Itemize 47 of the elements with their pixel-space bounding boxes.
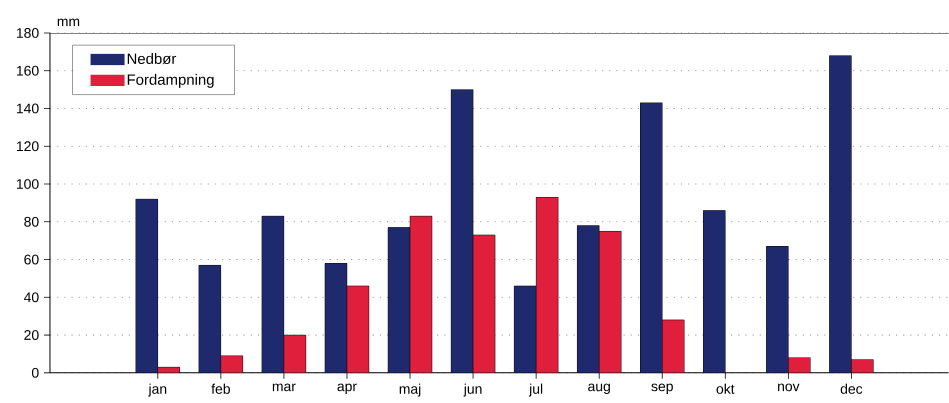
y-tick-label: 160 [16,66,39,76]
y-axis-title: mm [58,18,80,26]
bar [703,210,726,373]
y-tick-label: 60 [24,254,39,265]
bar [284,334,306,373]
y-tick-label: 80 [24,216,39,227]
bar [220,356,244,373]
bar [410,216,432,373]
y-tick-label: 180 [16,28,39,38]
bar [450,89,474,373]
x-tick-label: mar [272,384,296,392]
x-tick-label: jan [148,384,166,397]
bar [198,265,222,373]
x-tick-label: sep [651,384,673,394]
bar [829,55,852,373]
y-tick-label: 120 [16,141,39,152]
y-tick-label: 100 [16,179,39,190]
x-tick-label: okt [716,384,734,394]
x-tick-label: nov [778,384,800,392]
legend-label: Fordampning [128,74,214,88]
bar [514,286,536,373]
y-tick-label: 40 [24,292,39,302]
x-tick-label: apr [337,384,357,394]
bar [576,225,600,373]
bar [472,234,496,373]
bar [262,216,284,373]
y-tick-label: 20 [24,330,39,340]
bar [388,227,410,373]
bar [324,263,348,373]
bar [788,358,811,373]
bar [346,286,370,373]
x-tick-label: jul [528,384,542,397]
bar [662,320,684,373]
y-tick-label: 0 [32,368,39,378]
x-tick-label: dec [840,384,862,394]
y-tick-label: 140 [16,104,39,114]
bar [136,198,158,373]
legend-label: Nedbør [128,53,176,64]
x-tick-label: aug [588,384,610,394]
x-tick-label: maj [400,384,420,397]
x-tick-label: jun [463,384,482,397]
bar [598,231,622,373]
bar [766,246,789,373]
bar [640,102,662,373]
bar [536,197,558,373]
x-tick-label: feb [211,384,230,394]
bar [851,359,874,373]
